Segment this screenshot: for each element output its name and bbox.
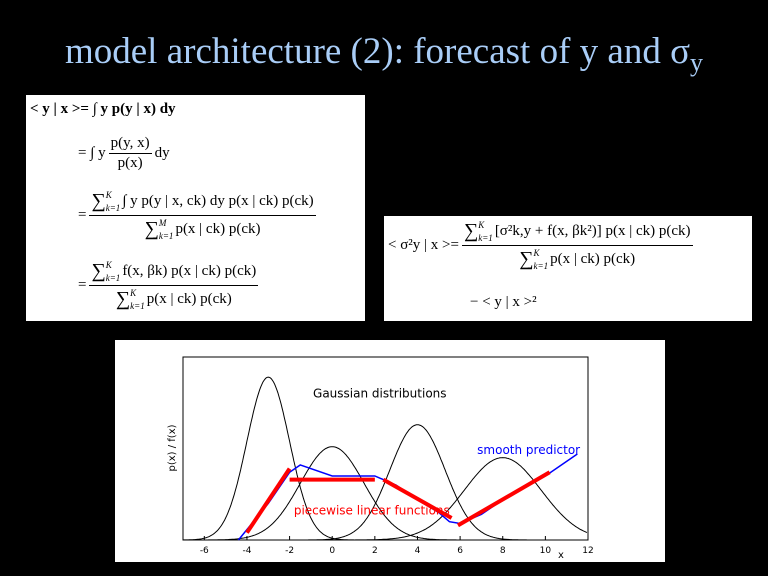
numerator: p(y, x) <box>108 135 152 154</box>
expectation-equation: < y | x >= ∫ y p(y | x) dy = ∫ y p(y, x)… <box>26 95 365 321</box>
piecewise-segment-2 <box>382 477 453 520</box>
gaussian-label: Gaussian distributions <box>313 386 447 400</box>
eq-text: f(x, βk) p(x | ck) p(ck) <box>122 263 257 279</box>
sum-upper: K <box>105 260 112 270</box>
piecewise-segment-0 <box>245 467 292 534</box>
x-tick-label: 2 <box>372 546 378 556</box>
chart: -6 -4 -2 0 2 4 6 8 10 12 Gaussian distributions s… <box>167 356 594 561</box>
x-tick-label: 8 <box>500 546 506 556</box>
x-tick-label: -4 <box>242 546 251 556</box>
eq1-line2: = ∫ y p(y, x) p(x) dy <box>78 135 170 172</box>
sum-lower: k=1 <box>533 261 549 271</box>
x-tick-label: 6 <box>457 546 463 556</box>
x-tick-label: 4 <box>415 546 421 556</box>
sum-lower: k=1 <box>105 203 121 213</box>
denominator: p(x) <box>117 155 143 171</box>
eq-text: = <box>78 277 87 293</box>
eq-text: p(x | ck) p(ck) <box>146 291 232 307</box>
gaussian-curve-1 <box>183 446 587 541</box>
sum-symbol: ∑ <box>91 260 106 282</box>
sum-upper: K <box>130 288 137 298</box>
sum-upper: K <box>478 220 485 230</box>
title-text: model architecture (2): forecast of y an… <box>64 31 691 72</box>
eq-text: = ∫ y <box>78 145 106 161</box>
sum-lower: k=1 <box>130 301 145 311</box>
sum-symbol: ∑ <box>463 220 479 242</box>
sum-symbol: ∑ <box>91 190 106 212</box>
x-tick-label: 0 <box>329 546 335 556</box>
gaussian-curve-3 <box>183 457 588 541</box>
x-tick-label: -2 <box>285 546 294 556</box>
eq-text: dy <box>154 145 170 161</box>
piecewise-label: piecewise linear functions <box>294 503 450 517</box>
sum-symbol: ∑ <box>144 218 159 240</box>
sum-lower: k=1 <box>478 233 493 243</box>
eq-text: p(x | ck) p(ck) <box>175 221 261 237</box>
slide-title: model architecture (2): forecast of y an… <box>0 30 768 78</box>
sum-symbol: ∑ <box>115 288 131 310</box>
x-tick-label: 10 <box>540 546 552 556</box>
sum-lower: k=1 <box>105 273 121 283</box>
x-axis-label: x <box>558 550 564 561</box>
eq-text: p(x | ck) p(ck) <box>550 251 636 267</box>
eq-text: [σ²k,y + f(x, βk²)] p(x | ck) p(ck) <box>494 223 691 239</box>
sum-symbol: ∑ <box>519 248 534 270</box>
eq-text: < σ²y | x >= <box>388 237 459 253</box>
eq1-line1: < y | x >= ∫ y p(y | x) dy <box>30 101 176 117</box>
x-tick-label: -6 <box>200 546 209 556</box>
eq-text: = <box>78 207 87 223</box>
smooth-predictor-line <box>237 453 578 541</box>
fraction: p(y, x) p(x) <box>108 135 152 172</box>
title-subscript: y <box>690 48 704 77</box>
smooth-label: smooth predictor <box>477 443 580 457</box>
eq-text: ∫ y p(y | x, ck) dy p(x | ck) p(ck) <box>122 193 314 209</box>
sum-upper: K <box>105 190 112 200</box>
piecewise-segment-3 <box>456 470 551 528</box>
eq2-line2: − < y | x >² <box>470 294 537 310</box>
sum-upper: M <box>158 218 167 228</box>
x-tick-label: 12 <box>582 546 593 556</box>
sum-lower: k=1 <box>158 231 174 241</box>
chart-panel: -6 -4 -2 0 2 4 6 8 10 12 Gaussian distributions s… <box>115 340 665 562</box>
y-axis-label: p(x) / f(x) <box>167 424 178 471</box>
sum-upper: K <box>533 248 540 258</box>
